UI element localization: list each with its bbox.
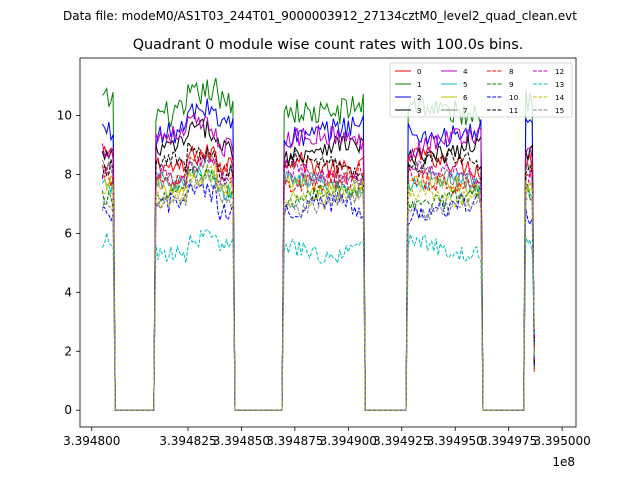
legend-label-8: 8	[509, 67, 514, 76]
legend-label-15: 15	[555, 106, 564, 115]
plot-frame	[79, 57, 577, 428]
series-line-0	[101, 144, 535, 411]
x-tick-label: 3.394950	[427, 434, 484, 448]
plot-lines	[101, 77, 535, 411]
series-line-1	[102, 77, 535, 411]
y-tick-label: 4	[64, 285, 72, 299]
x-tick-label: 3.394875	[266, 434, 323, 448]
legend-label-4: 4	[463, 67, 468, 76]
legend-label-13: 13	[555, 80, 564, 89]
legend-label-3: 3	[417, 106, 422, 115]
legend-label-2: 2	[417, 93, 422, 102]
legend-box	[389, 62, 573, 118]
x-offset-label: 1e8	[552, 455, 575, 469]
chart-suptitle: Data file: modeM0/AS1T03_244T01_90000039…	[63, 9, 577, 23]
x-tick-label: 3.394975	[480, 434, 537, 448]
x-tick-label: 3.394925	[373, 434, 430, 448]
series-line-13	[101, 228, 535, 411]
series-line-3	[101, 118, 535, 411]
legend-label-6: 6	[463, 93, 468, 102]
y-axis: 0 2 4 6 8 10	[57, 108, 80, 417]
y-tick-label: 10	[57, 108, 72, 122]
series-line-14	[102, 162, 535, 411]
x-tick-label: 3.395000	[533, 434, 590, 448]
series-line-7	[101, 151, 535, 411]
series-line-10	[102, 181, 535, 411]
legend-label-7: 7	[463, 106, 468, 115]
legend-label-10: 10	[509, 93, 519, 102]
x-tick-label: 3.394800	[63, 434, 120, 448]
legend-label-5: 5	[463, 80, 468, 89]
y-tick-label: 2	[64, 344, 72, 358]
legend-label-1: 1	[417, 80, 422, 89]
x-axis: 3.394800 3.3948253.3948503.3948753.394900…	[63, 427, 591, 448]
series-line-15	[101, 173, 535, 411]
y-tick-label: 0	[64, 403, 72, 417]
y-tick-label: 6	[64, 226, 72, 240]
series-line-9	[101, 163, 535, 411]
legend-label-0: 0	[417, 67, 422, 76]
chart-title: Quadrant 0 module wise count rates with …	[133, 37, 524, 53]
x-tick-label: 3.394850	[213, 434, 270, 448]
legend-label-12: 12	[555, 67, 564, 76]
legend-label-11: 11	[509, 106, 518, 115]
x-tick-label: 3.394900	[320, 434, 377, 448]
x-tick-label: 3.394825	[159, 434, 216, 448]
series-line-11	[101, 140, 535, 411]
y-tick-label: 8	[64, 167, 72, 181]
legend-label-14: 14	[555, 93, 565, 102]
legend-label-9: 9	[509, 80, 514, 89]
series-line-4	[101, 112, 535, 411]
series-line-12	[101, 156, 535, 411]
